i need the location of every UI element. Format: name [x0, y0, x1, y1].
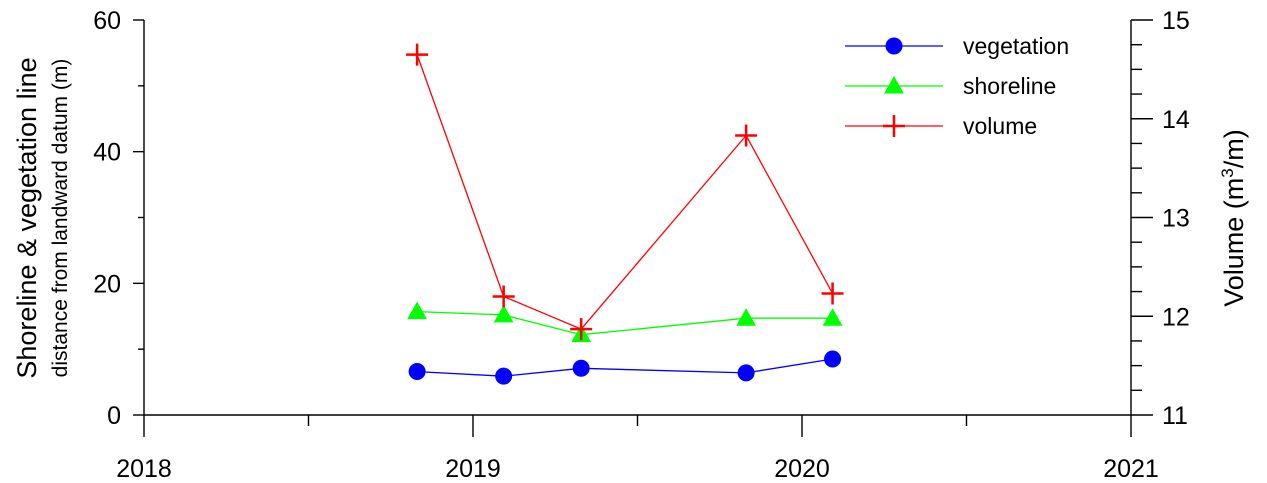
legend-marker-vegetation — [885, 37, 903, 55]
volume-point-3 — [570, 318, 593, 341]
series-layer — [406, 43, 844, 385]
series-vegetation — [408, 350, 842, 385]
series-line-volume — [416, 54, 834, 330]
series-line-vegetation — [417, 358, 833, 377]
shoreline-point-4 — [736, 308, 756, 326]
legend-label-volume: volume — [963, 113, 1037, 139]
shoreline-point-2 — [493, 304, 514, 323]
y-left-tick-label-0: 0 — [107, 402, 121, 430]
series-volume — [406, 43, 844, 341]
y-right-tick-label-12: 12 — [1162, 303, 1190, 331]
x-tick-label-2021: 2021 — [1103, 455, 1159, 483]
series-shoreline — [407, 301, 843, 343]
legend-label-shoreline: shoreline — [963, 73, 1056, 99]
volume-point-5 — [821, 282, 844, 305]
y-left-axis-subtitle: distance from landward datum (m) — [49, 59, 72, 378]
y-left-tick-label-60: 60 — [93, 7, 121, 35]
volume-point-1 — [406, 43, 429, 66]
y-right-title-sup: 3 — [1218, 168, 1237, 177]
legend-marker-shoreline — [884, 75, 904, 94]
vegetation-point-4 — [737, 364, 755, 382]
legend: vegetation shoreline volume — [845, 33, 1069, 139]
y-right-tick-label-15: 15 — [1162, 7, 1190, 35]
vegetation-point-3 — [572, 359, 590, 377]
ticks-layer: 2018 2019 2020 2021 0 20 40 60 11 12 13 14 15 — [93, 7, 1190, 483]
y-left-tick-label-20: 20 — [93, 270, 121, 298]
shoreline-point-1 — [407, 301, 427, 320]
volume-point-2 — [492, 285, 515, 308]
y-right-axis-title: Volume (m3/m) — [1218, 129, 1249, 307]
shoreline-point-5 — [822, 308, 843, 326]
vegetation-point-1 — [408, 363, 426, 381]
x-tick-label-2019: 2019 — [445, 455, 501, 483]
y-right-tick-label-14: 14 — [1162, 106, 1190, 134]
series-line-shoreline — [417, 310, 833, 336]
y-right-title-prefix: Volume (m — [1219, 178, 1249, 307]
vegetation-point-2 — [495, 367, 513, 385]
volume-point-4 — [735, 124, 758, 147]
y-left-tick-label-40: 40 — [93, 139, 121, 167]
x-tick-label-2018: 2018 — [116, 455, 172, 483]
vegetation-point-5 — [824, 350, 842, 368]
y-left-axis-title: Shoreline & vegetation line — [12, 57, 42, 378]
legend-label-vegetation: vegetation — [963, 33, 1069, 59]
y-right-title-suffix: /m) — [1219, 129, 1249, 168]
y-right-tick-label-11: 11 — [1162, 402, 1188, 430]
legend-marker-volume — [883, 115, 905, 137]
y-right-tick-label-13: 13 — [1162, 205, 1190, 233]
x-tick-label-2020: 2020 — [774, 455, 830, 483]
